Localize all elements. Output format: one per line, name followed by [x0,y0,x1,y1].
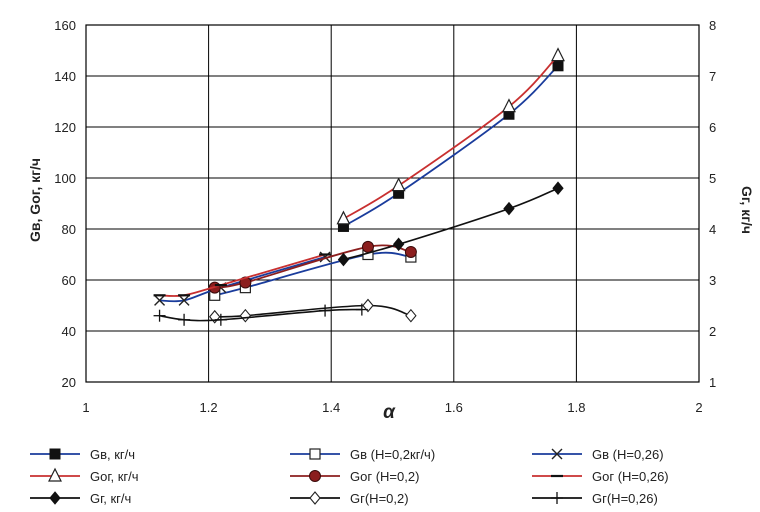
series-line [214,251,412,297]
legend-item: Gв (H=0,2кг/ч) [290,447,435,462]
data-point [392,237,405,252]
legend-marker [49,491,61,505]
grid-layer [85,24,700,383]
data-point [154,294,166,306]
legend-label: Gг, кг/ч [90,491,131,506]
data-point [552,181,564,195]
legend-marker [49,448,61,460]
data-point [501,98,516,113]
legend: Gв, кг/ч Gв (H=0,2кг/ч) Gв (H=0,26) Gог, кг… [30,447,669,506]
x-tick-label: 1.6 [445,400,463,415]
series-line [342,65,559,228]
x-tick-label: 2 [695,400,702,415]
series-6 [337,181,564,267]
data-point [214,313,227,326]
series-5 [153,253,332,297]
legend-marker [551,492,563,504]
legend-marker [309,491,321,505]
y-axis-left-label: Gв, Gог, кг/ч [27,158,43,242]
legend-marker [48,467,62,482]
legend-label: Gв (H=0,26) [592,447,664,462]
legend-item: Gг(H=0,26) [532,491,658,506]
data-point [178,313,191,326]
y-left-tick-label: 20 [62,375,76,390]
x-tick-label: 1.8 [567,400,585,415]
series-line [159,256,326,303]
series-1 [209,248,417,301]
y-left-tick-label: 140 [54,69,76,84]
data-point [362,298,374,313]
legend-label: Gв (H=0,2кг/ч) [350,447,435,462]
y-left-tick-label: 60 [62,273,76,288]
data-point [551,47,565,62]
legend-item: Gог, кг/ч [30,467,139,484]
y-right-tick-label: 6 [709,120,716,135]
data-point [552,60,564,72]
x-axis-label: α [383,402,396,423]
axis-label-layer: α Gв, Gог, кг/ч Gг, кг/ч [27,158,755,423]
legend-item: Gг(H=0,2) [290,491,409,506]
y-left-tick-label: 80 [62,222,76,237]
data-point [336,210,351,225]
legend-label: Gог, кг/ч [90,469,139,484]
x-tick-label: 1.4 [322,400,340,415]
plot-frame-layer [85,24,700,383]
data-point [391,177,406,192]
x-tick-label: 1.2 [200,400,218,415]
data-point [503,201,515,216]
legend-item: Gв, кг/ч [30,447,135,462]
y-left-tick-label: 100 [54,171,76,186]
legend-label: Gог (H=0,2) [350,469,419,484]
legend-label: Gг(H=0,26) [592,491,658,506]
legend-item: Gв (H=0,26) [532,447,664,462]
plot-area-border [85,24,700,383]
data-point [239,308,252,323]
y-right-tick-label: 1 [709,375,716,390]
series-8 [153,303,368,326]
series-7 [209,298,417,324]
y-right-tick-label: 8 [709,18,716,33]
series-0 [337,60,564,232]
series-line [159,253,326,297]
legend-label: Gв, кг/ч [90,447,135,462]
series-line [343,187,559,261]
legend-marker [309,470,321,482]
data-point [361,240,374,253]
legend-label: Gог (H=0,26) [592,469,669,484]
tick-layer: 1 1.2 1.4 1.6 1.8 220406080100120140160123456… [54,18,716,415]
legend-item: Gг, кг/ч [30,491,131,506]
y-right-tick-label: 2 [709,324,716,339]
series-line [214,304,412,318]
series-4 [208,240,417,294]
series-line [342,54,559,220]
data-point [404,245,417,258]
y-right-tick-label: 7 [709,69,716,84]
y-axis-right-label: Gг, кг/ч [739,186,755,234]
series-layer [153,47,565,326]
legend-marker [551,448,563,460]
data-point [153,309,166,322]
data-point [178,294,190,306]
legend-marker [309,448,321,460]
y-left-tick-label: 120 [54,120,76,135]
y-right-tick-label: 4 [709,222,716,237]
x-tick-label: 1 [82,400,89,415]
legend-item: Gог (H=0,2) [290,469,419,484]
y-right-tick-label: 5 [709,171,716,186]
legend-label: Gг(H=0,2) [350,491,409,506]
y-left-tick-label: 160 [54,18,76,33]
y-right-tick-label: 3 [709,273,716,288]
data-point [319,304,332,317]
legend-item: Gог (H=0,26) [532,469,669,484]
series-3 [336,47,565,225]
data-point [355,303,368,316]
data-point [405,308,417,323]
data-point [337,252,350,267]
y-left-tick-label: 40 [62,324,76,339]
